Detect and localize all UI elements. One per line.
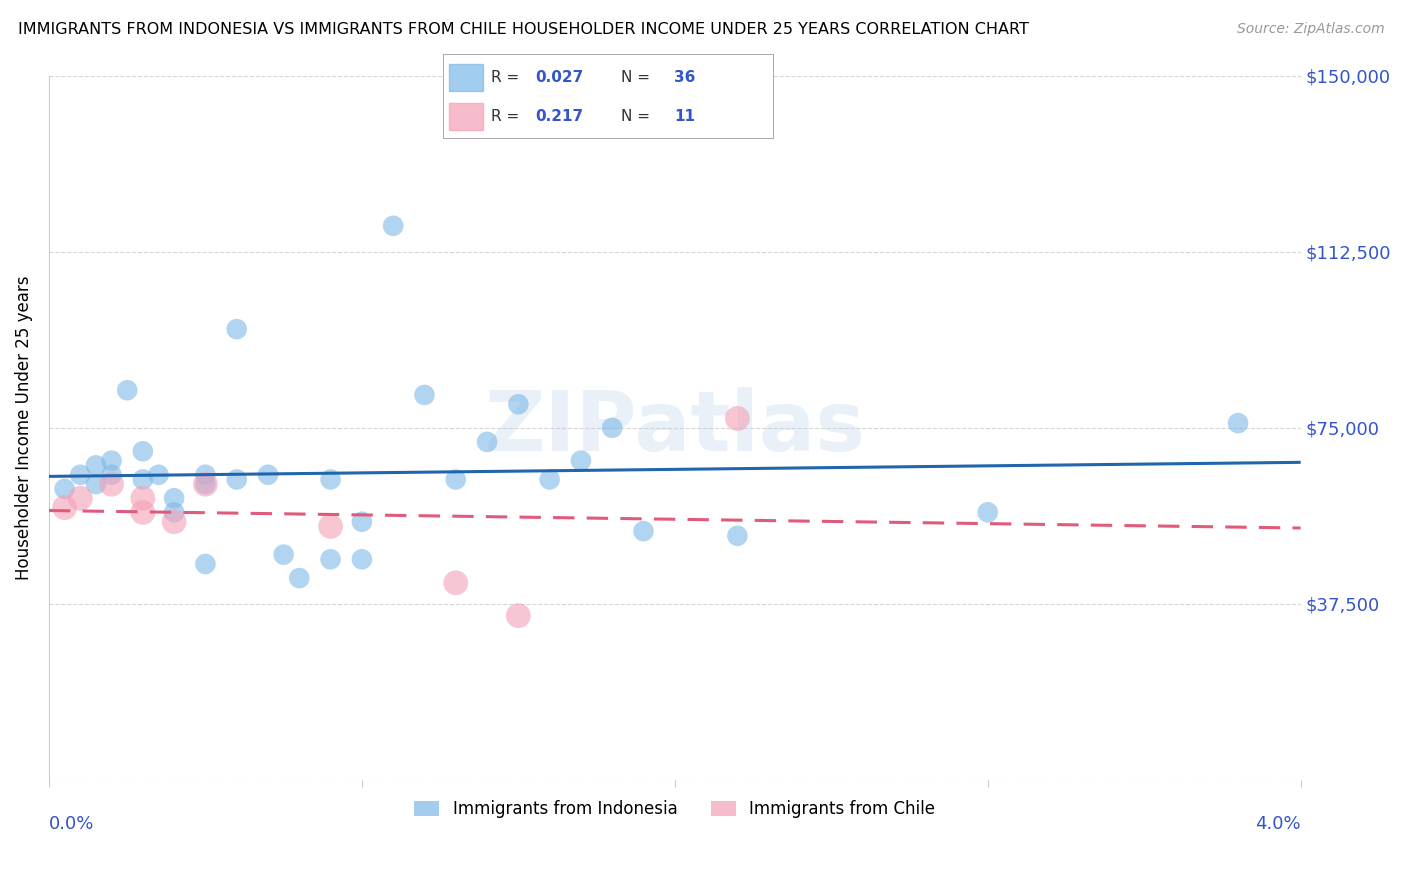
Point [508, 608, 530, 623]
Point [84, 458, 107, 473]
Point [53, 482, 76, 496]
Point [725, 529, 748, 543]
Point [132, 505, 155, 519]
Point [382, 219, 405, 233]
Point [163, 505, 186, 519]
Point [319, 552, 342, 566]
Point [444, 473, 467, 487]
Point [84, 477, 107, 491]
Point [69, 467, 91, 482]
Point [163, 491, 186, 506]
Text: 0.0%: 0.0% [49, 815, 94, 833]
Point [100, 453, 122, 467]
Point [538, 473, 561, 487]
Point [257, 467, 280, 482]
Y-axis label: Householder Income Under 25 years: Householder Income Under 25 years [15, 276, 32, 580]
Text: ZIPatlas: ZIPatlas [484, 387, 865, 468]
Point [273, 548, 295, 562]
Text: Source: ZipAtlas.com: Source: ZipAtlas.com [1237, 22, 1385, 37]
FancyBboxPatch shape [450, 63, 482, 91]
Point [413, 388, 436, 402]
Point [132, 473, 155, 487]
Point [115, 383, 138, 397]
Point [1227, 416, 1250, 430]
Text: IMMIGRANTS FROM INDONESIA VS IMMIGRANTS FROM CHILE HOUSEHOLDER INCOME UNDER 25 Y: IMMIGRANTS FROM INDONESIA VS IMMIGRANTS … [18, 22, 1029, 37]
Point [194, 467, 217, 482]
Point [350, 515, 373, 529]
Point [977, 505, 1000, 519]
Point [194, 557, 217, 571]
Text: 4.0%: 4.0% [1256, 815, 1301, 833]
Text: 11: 11 [675, 109, 695, 124]
FancyBboxPatch shape [450, 103, 482, 130]
Point [225, 322, 247, 336]
Point [194, 477, 217, 491]
Point [100, 477, 122, 491]
Text: R =: R = [491, 109, 519, 124]
Text: 0.217: 0.217 [536, 109, 583, 124]
Point [508, 397, 530, 411]
Point [69, 491, 91, 506]
Point [600, 421, 623, 435]
Text: N =: N = [621, 109, 651, 124]
Point [225, 473, 247, 487]
Text: N =: N = [621, 70, 651, 85]
Point [444, 575, 467, 590]
Point [569, 453, 592, 467]
Point [132, 491, 155, 506]
Point [100, 467, 122, 482]
Point [319, 473, 342, 487]
Text: 36: 36 [675, 70, 696, 85]
Point [148, 467, 170, 482]
Point [194, 477, 217, 491]
Point [725, 411, 748, 425]
Text: 0.027: 0.027 [536, 70, 583, 85]
Point [633, 524, 655, 538]
Text: R =: R = [491, 70, 519, 85]
Legend: Immigrants from Indonesia, Immigrants from Chile: Immigrants from Indonesia, Immigrants fr… [408, 793, 942, 824]
Point [350, 552, 373, 566]
Point [319, 519, 342, 533]
Point [288, 571, 311, 585]
Point [53, 500, 76, 515]
Point [132, 444, 155, 458]
Point [475, 434, 498, 449]
Point [163, 515, 186, 529]
